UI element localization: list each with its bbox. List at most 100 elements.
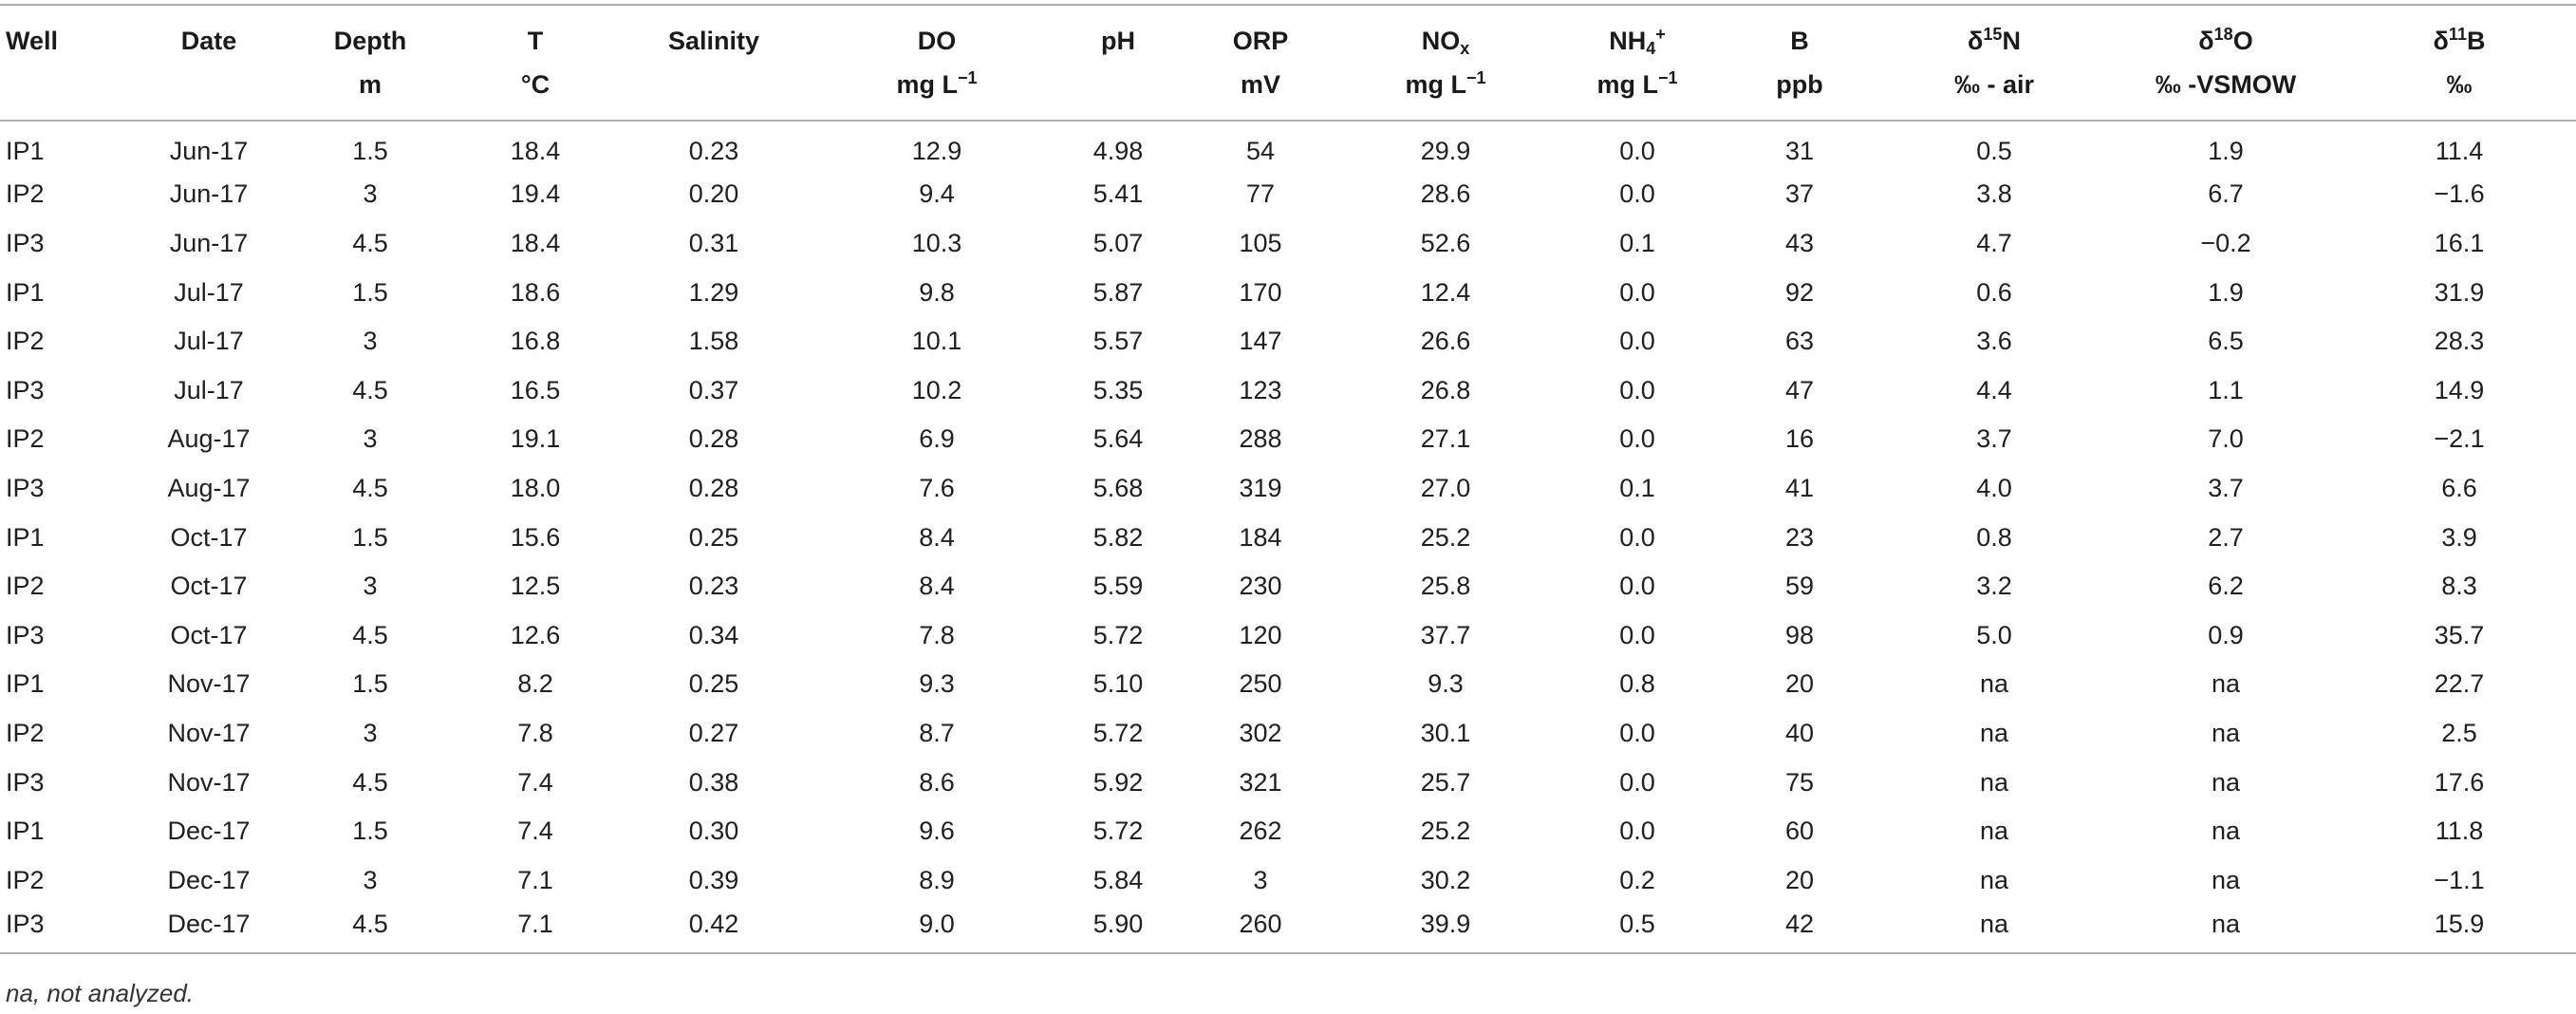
- table-cell-nox: 26.6: [1420, 327, 1471, 356]
- table-cell-orp: 260: [1239, 909, 1282, 938]
- table-cell-ph: 5.87: [1092, 277, 1144, 307]
- table-cell-orp: 230: [1239, 572, 1282, 601]
- column-header-d11b: δ11B ‰: [2343, 5, 2576, 121]
- table-cell-t: 12.5: [510, 572, 561, 601]
- table-cell-ph: 4.98: [1092, 137, 1144, 166]
- column-header-label: δ11B: [2433, 25, 2486, 55]
- table-cell-b: 40: [1784, 718, 1815, 747]
- table-cell-depth: 3: [363, 865, 378, 894]
- table-cell-t: 18.4: [510, 137, 561, 166]
- table-cell-d15n: na: [1979, 909, 2009, 938]
- table-cell-d18o: na: [2211, 909, 2241, 938]
- table-cell-well: IP3: [6, 473, 45, 502]
- table-cell-b: 63: [1784, 327, 1815, 356]
- table-cell-ph: 5.10: [1092, 669, 1144, 699]
- table-row: IP1 Nov-17 1.5 8.2 0.25 9.3 5.10 250 9.3 0.8 20 na n…: [0, 660, 2576, 709]
- table-cell-d11b: 28.3: [2434, 327, 2485, 356]
- table-cell-salinity: 0.23: [688, 572, 739, 601]
- table-cell-nox: 29.9: [1420, 137, 1471, 166]
- table-cell-b: 60: [1784, 817, 1815, 846]
- column-header-label: Salinity: [667, 27, 760, 55]
- table-cell-d18o: 1.1: [2208, 375, 2244, 404]
- column-header-unit: [606, 63, 822, 106]
- table-cell-date: Nov-17: [167, 718, 251, 747]
- table-cell-ph: 5.84: [1092, 865, 1144, 894]
- table-cell-d18o: 2.7: [2208, 522, 2244, 552]
- table-cell-d18o: 1.9: [2208, 137, 2244, 166]
- table-cell-d15n: 3.8: [1976, 179, 2012, 209]
- table-cell-ph: 5.07: [1092, 228, 1144, 257]
- table-cell-orp: 54: [1245, 137, 1276, 166]
- table-cell-date: Oct-17: [170, 620, 248, 649]
- table-cell-well: IP1: [6, 137, 45, 166]
- table-cell-date: Jun-17: [169, 228, 249, 257]
- table-cell-salinity: 0.30: [688, 817, 739, 846]
- table-cell-d18o: na: [2211, 669, 2241, 699]
- table-cell-salinity: 0.25: [688, 522, 739, 552]
- table-cell-well: IP3: [6, 620, 45, 649]
- table-cell-nh4: 0.0: [1619, 277, 1655, 307]
- table-cell-t: 7.4: [517, 817, 553, 846]
- column-header-salinity: Salinity: [606, 5, 822, 121]
- table-row: IP3 Aug-17 4.5 18.0 0.28 7.6 5.68 319 27.0 0.1 41 4…: [0, 463, 2576, 513]
- table-cell-d15n: 0.6: [1976, 277, 2012, 307]
- table-cell-do: 6.9: [919, 424, 955, 454]
- table-cell-t: 18.4: [510, 228, 561, 257]
- table-cell-well: IP3: [6, 228, 45, 257]
- column-header-label: ORP: [1232, 27, 1289, 55]
- table-cell-salinity: 0.42: [688, 909, 739, 938]
- table-cell-depth: 3: [363, 179, 378, 209]
- table-cell-date: Aug-17: [167, 424, 251, 454]
- table-cell-t: 8.2: [517, 669, 553, 699]
- table-cell-d11b: 11.4: [2435, 137, 2484, 166]
- table-row: IP1 Oct-17 1.5 15.6 0.25 8.4 5.82 184 25.2 0.0 23 0…: [0, 513, 2576, 562]
- table-cell-salinity: 0.39: [688, 865, 739, 894]
- table-cell-nox: 37.7: [1420, 620, 1471, 649]
- table-cell-depth: 3: [363, 572, 378, 601]
- column-header-unit: mg L−1: [1596, 68, 1678, 99]
- table-cell-nh4: 0.1: [1619, 473, 1655, 502]
- table-cell-do: 9.8: [919, 277, 955, 307]
- table-cell-salinity: 1.58: [688, 327, 739, 356]
- column-header-unit: [1052, 63, 1185, 106]
- table-row: IP2 Dec-17 3 7.1 0.39 8.9 5.84 3 30.2 0.2 20 na na −1…: [0, 855, 2576, 905]
- table-cell-do: 7.8: [919, 620, 955, 649]
- table-cell-salinity: 0.28: [688, 424, 739, 454]
- table-row: IP3 Jul-17 4.5 16.5 0.37 10.2 5.35 123 26.8 0.0 47…: [0, 366, 2576, 415]
- table-row: IP2 Oct-17 3 12.5 0.23 8.4 5.59 230 25.8 0.0 59 3.2…: [0, 561, 2576, 610]
- table-cell-nox: 27.1: [1420, 424, 1471, 454]
- table-cell-t: 18.6: [510, 277, 561, 307]
- table-row: IP3 Oct-17 4.5 12.6 0.34 7.8 5.72 120 37.7 0.0 98 5…: [0, 610, 2576, 660]
- table-cell-orp: 262: [1239, 817, 1282, 846]
- table-cell-nox: 9.3: [1428, 669, 1464, 699]
- column-header-d18o: δ18O ‰ -VSMOW: [2109, 5, 2343, 121]
- table-cell-t: 7.8: [517, 718, 553, 747]
- column-header-unit: [6, 63, 142, 106]
- table-cell-nox: 28.6: [1420, 179, 1471, 209]
- table-cell-d11b: 2.5: [2441, 718, 2477, 747]
- table-cell-orp: 288: [1239, 424, 1282, 454]
- table-cell-depth: 1.5: [352, 669, 388, 699]
- table-cell-orp: 120: [1239, 620, 1282, 649]
- table-cell-salinity: 0.20: [688, 179, 739, 209]
- column-header-t: T °C: [465, 5, 606, 121]
- table-cell-t: 7.1: [517, 909, 553, 938]
- table-cell-t: 16.5: [510, 375, 561, 404]
- table-cell-do: 8.6: [919, 767, 955, 797]
- table-cell-depth: 4.5: [352, 909, 388, 938]
- table-cell-nh4: 0.0: [1619, 375, 1655, 404]
- table-cell-do: 9.3: [919, 669, 955, 699]
- table-cell-b: 75: [1784, 767, 1815, 797]
- column-header-label: NOx: [1421, 27, 1470, 58]
- table-cell-b: 23: [1784, 522, 1815, 552]
- table-cell-orp: 321: [1239, 767, 1282, 797]
- table-cell-date: Nov-17: [167, 767, 251, 797]
- table-cell-depth: 1.5: [352, 137, 388, 166]
- column-header-well: Well: [0, 5, 142, 121]
- column-header-depth: Depth m: [275, 5, 465, 121]
- table-cell-nox: 25.8: [1420, 572, 1471, 601]
- table-cell-d11b: 6.6: [2441, 473, 2477, 502]
- table-cell-orp: 302: [1239, 718, 1282, 747]
- table-cell-d15n: 4.0: [1976, 473, 2012, 502]
- table-cell-date: Dec-17: [167, 865, 251, 894]
